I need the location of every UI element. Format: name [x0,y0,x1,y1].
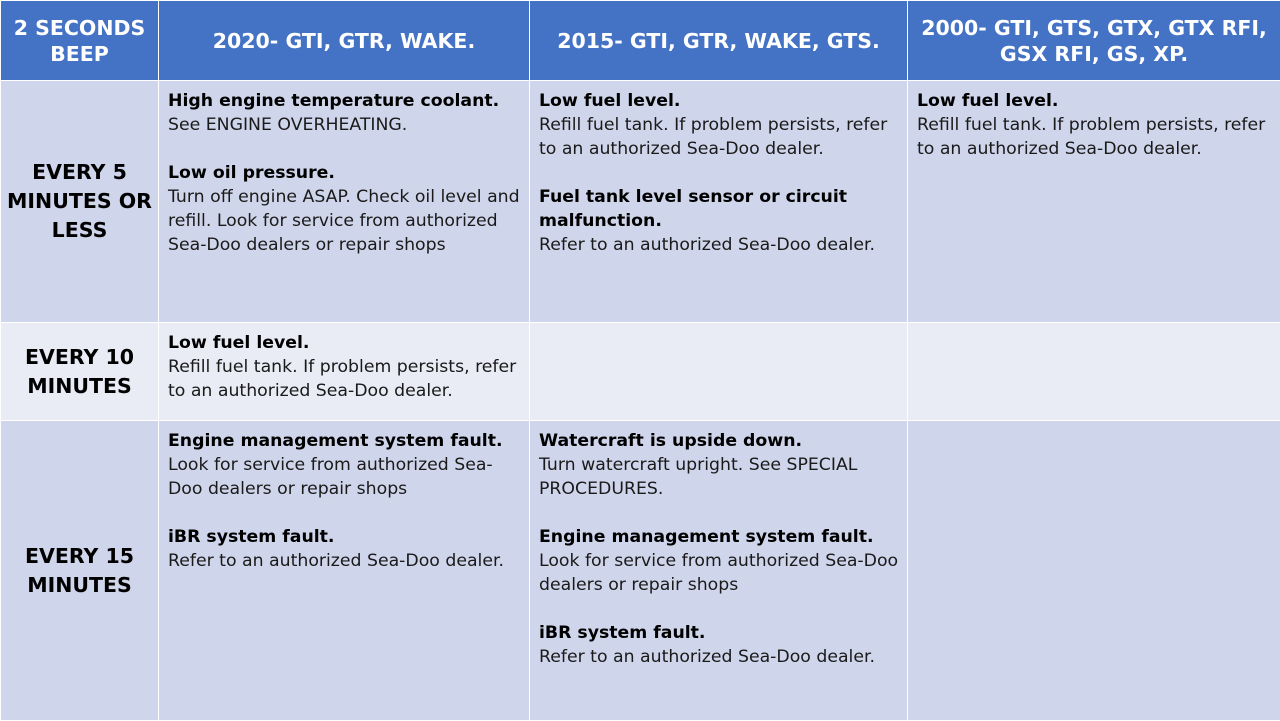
row-label: EVERY 15 MINUTES [1,421,159,721]
fault-action: Refer to an authorized Sea-Doo dealer. [539,233,899,257]
fault-entry: Low oil pressure.Turn off engine ASAP. C… [168,161,521,257]
fault-title: iBR system fault. [168,525,521,549]
cell-2000-models [908,323,1280,421]
row-every-5-minutes: EVERY 5 MINUTES OR LESS High engine temp… [1,81,1280,323]
fault-entry: Engine management system fault.Look for … [539,525,899,597]
fault-action: Refer to an authorized Sea-Doo dealer. [539,645,899,669]
cell-2000-models [908,421,1280,721]
fault-action: See ENGINE OVERHEATING. [168,113,521,137]
header-row: 2 SECONDS BEEP 2020- GTI, GTR, WAKE. 201… [1,1,1280,81]
row-label: EVERY 5 MINUTES OR LESS [1,81,159,323]
cell-2000-models: Low fuel level.Refill fuel tank. If prob… [908,81,1280,323]
fault-title: Low fuel level. [539,89,899,113]
cell-2015-models: Low fuel level.Refill fuel tank. If prob… [530,81,908,323]
fault-action: Turn watercraft upright. See SPECIAL PRO… [539,453,899,501]
fault-entry: Engine management system fault.Look for … [168,429,521,501]
fault-action: Turn off engine ASAP. Check oil level an… [168,185,521,257]
fault-entry: Watercraft is upside down.Turn watercraf… [539,429,899,501]
cell-2020-models: High engine temperature coolant.See ENGI… [159,81,530,323]
header-beep-column: 2 SECONDS BEEP [1,1,159,81]
fault-entry: Low fuel level.Refill fuel tank. If prob… [168,331,521,403]
fault-title: Fuel tank level sensor or circuit malfun… [539,185,899,233]
fault-entry: Fuel tank level sensor or circuit malfun… [539,185,899,257]
cell-2020-models: Low fuel level.Refill fuel tank. If prob… [159,323,530,421]
fault-action: Look for service from authorized Sea-Doo… [539,549,899,597]
fault-title: Low fuel level. [917,89,1272,113]
cell-2020-models: Engine management system fault.Look for … [159,421,530,721]
fault-entry: Low fuel level.Refill fuel tank. If prob… [539,89,899,161]
fault-action: Refill fuel tank. If problem persists, r… [917,113,1272,161]
fault-title: High engine temperature coolant. [168,89,521,113]
fault-title: Low fuel level. [168,331,521,355]
fault-title: Engine management system fault. [168,429,521,453]
fault-title: Watercraft is upside down. [539,429,899,453]
row-every-10-minutes: EVERY 10 MINUTES Low fuel level.Refill f… [1,323,1280,421]
fault-entry: iBR system fault.Refer to an authorized … [539,621,899,669]
fault-action: Refill fuel tank. If problem persists, r… [168,355,521,403]
cell-2015-models [530,323,908,421]
header-2020-models: 2020- GTI, GTR, WAKE. [159,1,530,81]
row-every-15-minutes: EVERY 15 MINUTES Engine management syste… [1,421,1280,721]
fault-entry: iBR system fault.Refer to an authorized … [168,525,521,573]
fault-entry: Low fuel level.Refill fuel tank. If prob… [917,89,1272,161]
row-label: EVERY 10 MINUTES [1,323,159,421]
fault-action: Refill fuel tank. If problem persists, r… [539,113,899,161]
header-2000-models: 2000- GTI, GTS, GTX, GTX RFI, GSX RFI, G… [908,1,1280,81]
fault-entry: High engine temperature coolant.See ENGI… [168,89,521,137]
fault-title: iBR system fault. [539,621,899,645]
fault-title: Low oil pressure. [168,161,521,185]
fault-action: Refer to an authorized Sea-Doo dealer. [168,549,521,573]
fault-action: Look for service from authorized Sea-Doo… [168,453,521,501]
header-2015-models: 2015- GTI, GTR, WAKE, GTS. [530,1,908,81]
cell-2015-models: Watercraft is upside down.Turn watercraf… [530,421,908,721]
fault-title: Engine management system fault. [539,525,899,549]
